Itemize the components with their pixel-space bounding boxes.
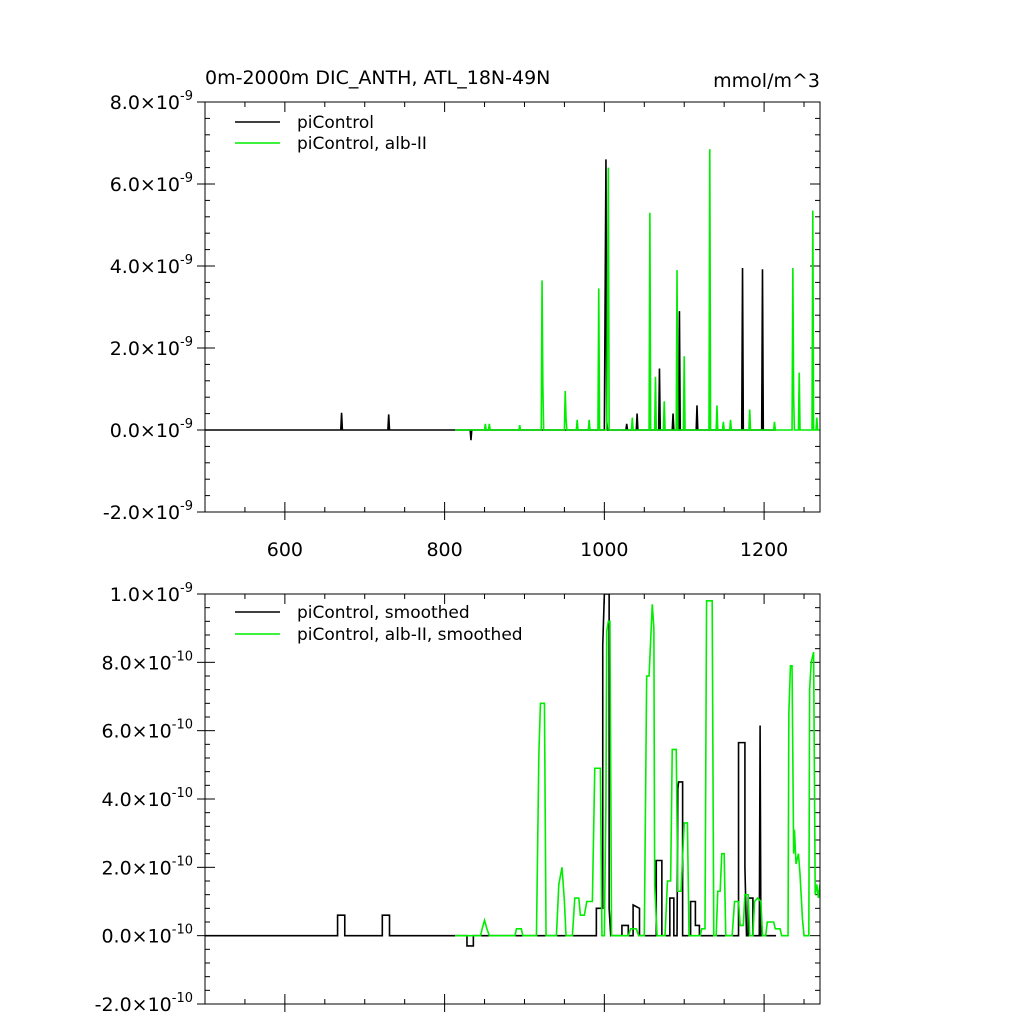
y-tick-label: 6.0×10-9 — [110, 171, 193, 196]
x-tick-label: 1000 — [580, 539, 628, 561]
top-axis-ticks — [197, 101, 820, 520]
y-tick-label: 6.0×10-10 — [101, 718, 193, 743]
bottom-plot-frame — [204, 593, 821, 1005]
top-y-tick-labels: -2.0×10-9 0.0×10-9 2.0×10-9 4.0×10-9 6.0×10-… — [103, 89, 193, 524]
bottom-series-group — [205, 594, 820, 947]
top-series-group — [205, 149, 820, 441]
series-line-picontrol — [205, 594, 777, 947]
top-x-tick-labels: 600 800 1000 1200 — [267, 539, 789, 561]
y-tick-label: 8.0×10-10 — [101, 649, 193, 674]
bottom-panel: -2.0×10-10 0.0×10-10 2.0×10-10 4.0×10-10 6.0… — [95, 581, 821, 1016]
series-line-picontrol — [205, 159, 777, 441]
x-tick-label: 600 — [267, 539, 303, 561]
top-legend: piControl piControl, alb-II — [235, 113, 427, 154]
y-tick-label: 2.0×10-10 — [101, 854, 193, 879]
bottom-y-tick-labels: -2.0×10-10 0.0×10-10 2.0×10-10 4.0×10-10 6.0… — [95, 581, 193, 1016]
y-tick-label: 4.0×10-9 — [110, 253, 193, 278]
x-tick-label: 800 — [426, 539, 462, 561]
y-tick-label: 8.0×10-9 — [110, 89, 193, 114]
top-panel-title: 0m-2000m DIC_ANTH, ATL_18N-49N — [205, 67, 550, 89]
top-panel: 0m-2000m DIC_ANTH, ATL_18N-49N mmol/m^3 … — [103, 67, 821, 561]
bottom-legend: piControl, smoothed piControl, alb-II, s… — [235, 603, 523, 645]
x-tick-label: 1200 — [740, 539, 788, 561]
top-panel-units: mmol/m^3 — [713, 70, 820, 92]
series-line-alb-ii — [454, 149, 820, 431]
y-tick-label: 0.0×10-9 — [110, 417, 193, 442]
top-legend-label-picontrol: piControl — [297, 113, 374, 133]
series-line-alb-ii — [454, 600, 820, 937]
y-tick-label: -2.0×10-10 — [95, 991, 193, 1016]
bottom-legend-label-alb: piControl, alb-II, smoothed — [297, 625, 523, 645]
y-tick-label: 2.0×10-9 — [110, 335, 193, 360]
top-plot-frame — [204, 101, 821, 513]
y-tick-label: 1.0×10-9 — [110, 581, 193, 606]
top-legend-label-alb: piControl, alb-II — [297, 134, 427, 154]
y-tick-label: -2.0×10-9 — [103, 499, 193, 524]
y-tick-label: 0.0×10-10 — [101, 923, 193, 948]
bottom-legend-label-picontrol: piControl, smoothed — [297, 603, 470, 623]
bottom-axis-ticks — [197, 593, 820, 1012]
y-tick-label: 4.0×10-10 — [101, 786, 193, 811]
